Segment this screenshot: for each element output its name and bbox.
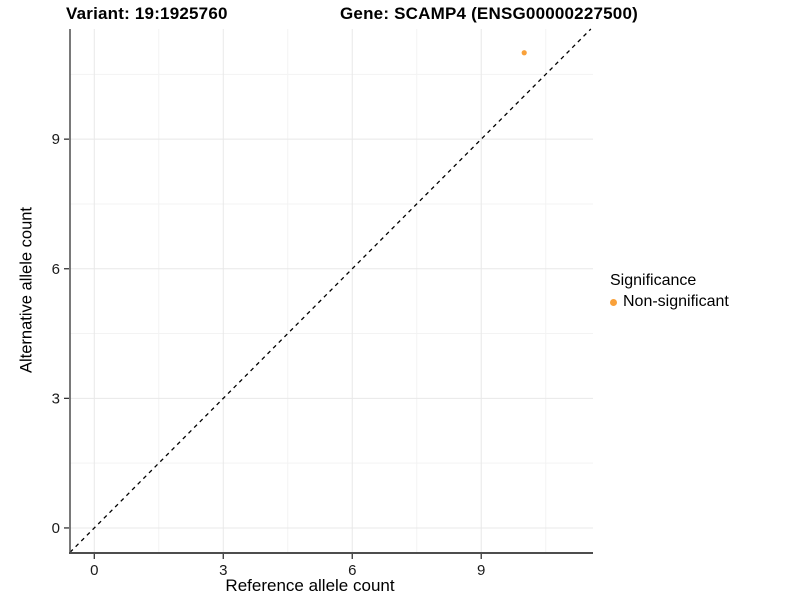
legend-dot-icon [610,298,617,306]
x-tick-label: 6 [348,562,356,579]
y-axis-title: Alternative allele count [17,206,36,374]
y-tick-label: 6 [52,261,60,278]
variant-title: Variant: 19:1925760 [66,4,228,23]
gene-title: Gene: SCAMP4 (ENSG00000227500) [340,4,638,23]
legend-title: Significance [610,272,697,289]
y-tick-label: 0 [52,520,60,537]
y-tick-label: 3 [52,390,60,407]
x-tick-label: 3 [219,562,227,579]
y-tick-label: 9 [52,131,60,148]
x-tick-label: 0 [90,562,98,579]
legend-item: Non-significant [610,293,729,311]
x-tick-label: 9 [477,562,485,579]
legend-item-label: Non-significant [623,293,729,310]
x-axis-title: Reference allele count [225,576,395,595]
identity-line [69,28,592,553]
legend: Significance Non-significant [610,272,729,311]
data-point [521,50,527,56]
